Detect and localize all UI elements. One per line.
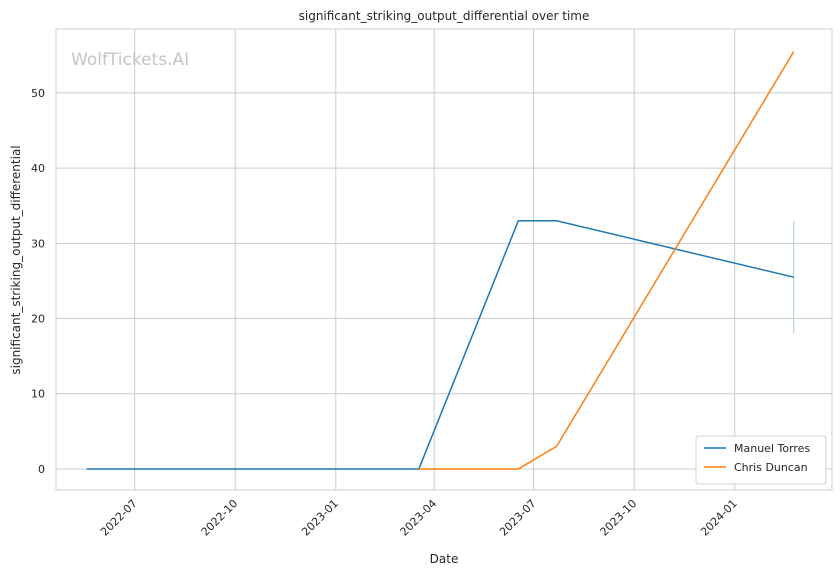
legend: Manuel Torres Chris Duncan (695, 435, 827, 485)
legend-box (695, 435, 827, 485)
chart-marks (86, 51, 795, 470)
y-tick-label: 40 (31, 162, 45, 175)
series-line-manuel-torres (86, 220, 794, 470)
x-axis-label: Date (430, 552, 459, 566)
y-tick-label: 30 (31, 237, 45, 250)
grid (56, 29, 832, 490)
y-axis-label: significant_striking_output_differential (9, 145, 23, 374)
series-line-chris-duncan (418, 51, 795, 470)
chart-title: significant_striking_output_differential… (299, 9, 590, 23)
y-tick-label: 50 (31, 87, 45, 100)
y-tick-labels: 0 10 20 30 40 50 (31, 87, 45, 476)
plot-frame (55, 28, 833, 491)
watermark: WolfTickets.AI (71, 50, 189, 70)
y-tick-label: 20 (31, 313, 45, 326)
legend-label: Manuel Torres (734, 442, 810, 455)
y-tick-label: 10 (31, 388, 45, 401)
y-tick-label: 0 (38, 463, 45, 476)
legend-label: Chris Duncan (734, 461, 808, 474)
